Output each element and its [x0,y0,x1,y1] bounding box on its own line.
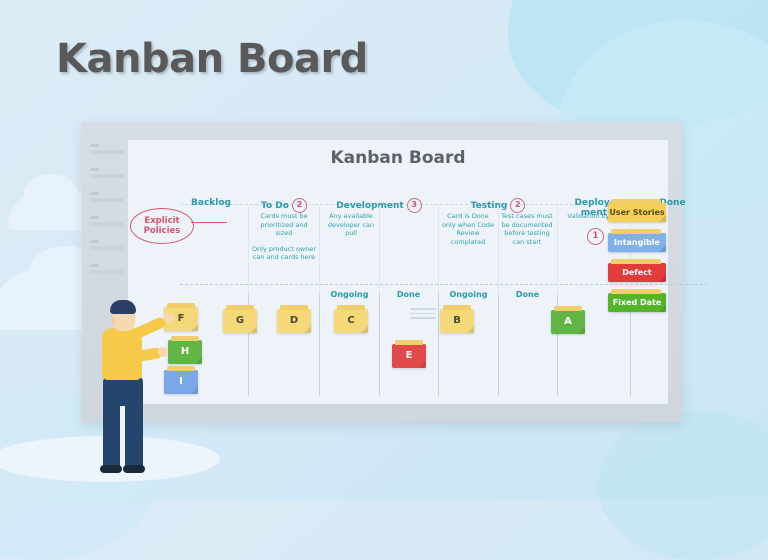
column-header-backlog: Backlog [191,198,231,208]
sub-header-testing-done: Done [515,290,540,299]
column-header-to-do: To Do 2 [249,184,319,213]
legend-item-user-stories[interactable]: User Stories [608,199,666,222]
person-illustration [86,300,174,480]
card-tab [443,305,471,310]
wip-limit-badge: 2 [291,198,307,213]
sub-header-testing-ongoing: Ongoing [449,290,488,299]
column-separator-lower [248,294,249,396]
column-header-deployment: Deploy- ment [574,198,614,218]
deployment-wip-badge: 1 [587,227,604,245]
legend-item-fixed-date[interactable]: Fixed Date [608,289,666,312]
column-header-done: Done [659,198,686,208]
wip-limit-badge: 3 [406,198,422,213]
card-tab [167,303,195,308]
card-tab [337,305,365,310]
board-heading: Kanban Board [330,148,466,168]
column-separator-lower [319,294,320,396]
policy-line: Any available developer can pull [327,212,375,237]
column-separator-lower [630,294,631,396]
motion-lines [410,308,436,322]
legend-item-defect[interactable]: Defect [608,259,666,282]
policy-text-development: Any available developer can pull [324,212,378,245]
card-D[interactable]: D [277,305,311,333]
card-tab [171,336,199,341]
person-shoe-left [100,465,122,473]
legend-item-intangible[interactable]: Intangible [608,229,666,252]
card-tab [554,306,582,311]
person-hand-lower [158,347,168,357]
policy-line: Only product owner can and cards here [251,244,317,262]
card-E[interactable]: E [392,340,426,368]
person-hair [110,300,136,314]
explicit-policies-callout: Explicit Policies [130,208,194,244]
header-divider [180,204,708,205]
column-to-do[interactable]: To Do 2 Cards must be prioritized and siz… [249,184,319,422]
policy-text-testing-done: Test cases must be documented before tes… [501,212,553,253]
explicit-policies-label: Explicit Policies [143,216,181,236]
card-I[interactable]: I [164,366,198,394]
column-separator-lower [438,294,439,396]
sub-header-development-done: Done [396,290,421,299]
person-ear [111,318,116,324]
person-hand-upper [164,313,174,323]
card-tab [611,199,661,204]
policy-text-deployment: Validation by PO 1 [560,212,628,245]
policy-line: Test cases must be documented before tes… [501,212,553,246]
card-A[interactable]: A [551,306,585,334]
column-done[interactable]: Done [631,184,714,422]
policy-text-to-do: Cards must be prioritized and sized Only… [251,212,317,269]
person-leg-split [120,406,125,468]
card-tab [395,340,423,345]
card-B[interactable]: B [440,305,474,333]
card-tab [611,289,661,294]
background-blob-top-right [508,0,768,130]
policy-text-testing-ongoing: Card is Done only when Code Review compl… [441,212,495,253]
person-shoe-right [123,465,145,473]
card-tab [226,305,254,310]
sub-header-development-ongoing: Ongoing [330,290,369,299]
column-backlog[interactable]: Backlog [174,184,248,422]
board-sidebar-placeholder [90,144,126,288]
card-F[interactable]: F [164,303,198,331]
board-surface: Kanban Board Backlog To Do 2 Cards must b… [128,140,708,404]
column-separator-lower [557,294,558,396]
background-blob-bottom-right [598,410,768,560]
policy-line: Validation by PO [567,212,621,220]
column-header-testing: Testing 2 [439,184,557,213]
card-tab [280,305,308,310]
card-tab [611,229,661,234]
column-development[interactable]: Development 3 Any available developer can… [320,184,438,422]
column-testing[interactable]: Testing 2 Card is Done only when Code Rev… [439,184,557,422]
column-deployment[interactable]: Deploy- ment Validation by PO 1 [558,184,630,422]
policy-divider [180,284,708,285]
kanban-columns: Backlog To Do 2 Cards must be prioritized… [174,184,714,422]
column-header-development: Development 3 [320,184,438,213]
sub-column-separator-lower [498,294,499,396]
sub-column-separator-lower [379,294,380,396]
card-tab [611,259,661,264]
card-tab [167,366,195,371]
card-C[interactable]: C [334,305,368,333]
card-type-legend: User Stories Intangible Defect Fixed Dat… [608,199,668,323]
explicit-policies-connector [191,222,227,224]
page-title: Kanban Board [56,36,368,82]
policy-line: Card is Done only when Code Review compl… [441,212,495,246]
policy-line: Cards must be prioritized and sized [260,212,308,237]
wip-limit-badge: 2 [510,198,526,213]
card-H[interactable]: H [168,336,202,364]
card-G[interactable]: G [223,305,257,333]
